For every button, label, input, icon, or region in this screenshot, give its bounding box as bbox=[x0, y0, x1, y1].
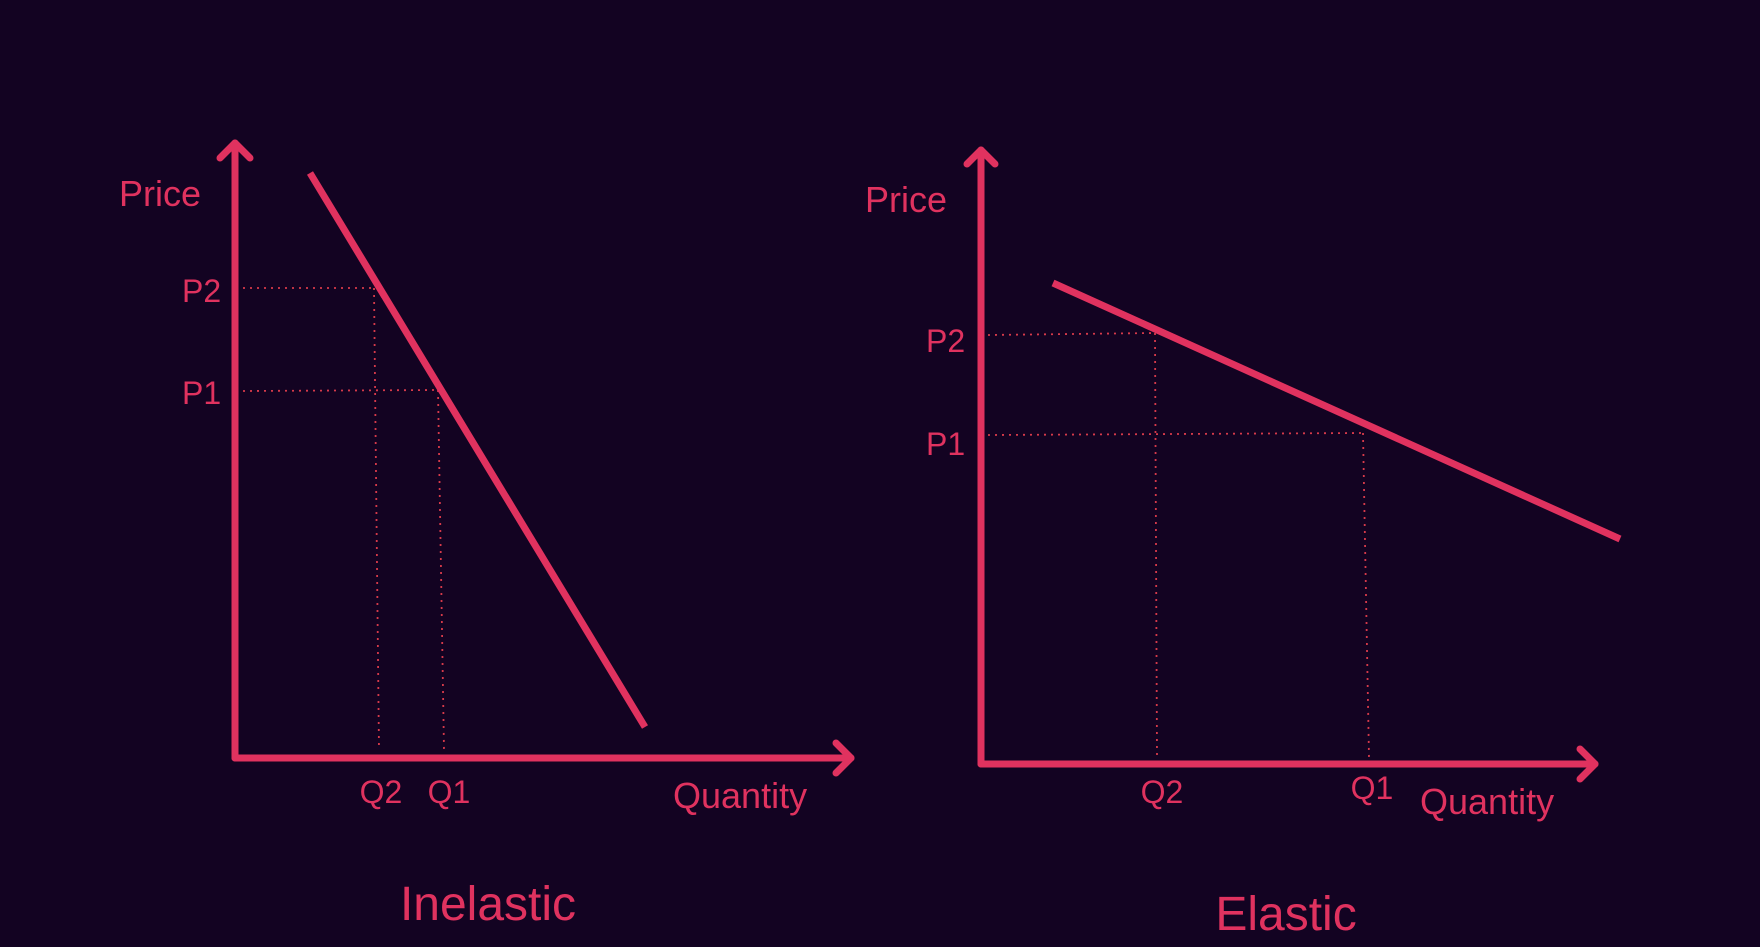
inelastic-demand-diagram: Price P2 P1 Q2 Q1 Quantity Inelastic bbox=[119, 139, 855, 931]
inelastic-y-arrowhead bbox=[216, 139, 254, 162]
inelastic-title: Inelastic bbox=[400, 878, 576, 931]
elastic-quantity-axis-label: Quantity bbox=[1420, 781, 1554, 822]
elastic-price-axis-label: Price bbox=[865, 179, 947, 220]
inelastic-guides bbox=[242, 287, 445, 751]
elastic-y-arrowhead bbox=[963, 146, 999, 168]
elastic-q1-label: Q1 bbox=[1351, 770, 1394, 806]
elastic-q2-guide bbox=[1154, 332, 1158, 758]
elastic-x-arrowhead bbox=[1576, 745, 1599, 783]
elastic-p1-guide bbox=[987, 432, 1364, 436]
elastic-p2-label: P2 bbox=[926, 323, 965, 359]
inelastic-p1-guide bbox=[242, 389, 439, 392]
inelastic-p2-label: P2 bbox=[182, 273, 221, 309]
elastic-q2-label: Q2 bbox=[1141, 774, 1184, 810]
inelastic-x-arrowhead bbox=[832, 739, 855, 777]
inelastic-q1-label: Q1 bbox=[428, 774, 471, 810]
inelastic-demand-curve bbox=[307, 171, 648, 729]
inelastic-q2-guide bbox=[373, 287, 380, 751]
elastic-title: Elastic bbox=[1215, 888, 1356, 941]
inelastic-q1-guide bbox=[437, 389, 445, 751]
elastic-q1-guide bbox=[1362, 432, 1370, 758]
elastic-guides bbox=[987, 332, 1370, 758]
inelastic-quantity-axis-label: Quantity bbox=[673, 775, 807, 816]
elastic-demand-diagram: Price P2 P1 Q2 Q1 Quantity Elastic bbox=[865, 146, 1622, 941]
inelastic-price-axis-label: Price bbox=[119, 173, 201, 214]
elastic-demand-curve bbox=[1051, 279, 1622, 543]
elastic-p1-label: P1 bbox=[926, 426, 965, 462]
inelastic-p1-label: P1 bbox=[182, 375, 221, 411]
inelastic-q2-label: Q2 bbox=[360, 774, 403, 810]
elastic-p2-guide bbox=[987, 332, 1156, 336]
